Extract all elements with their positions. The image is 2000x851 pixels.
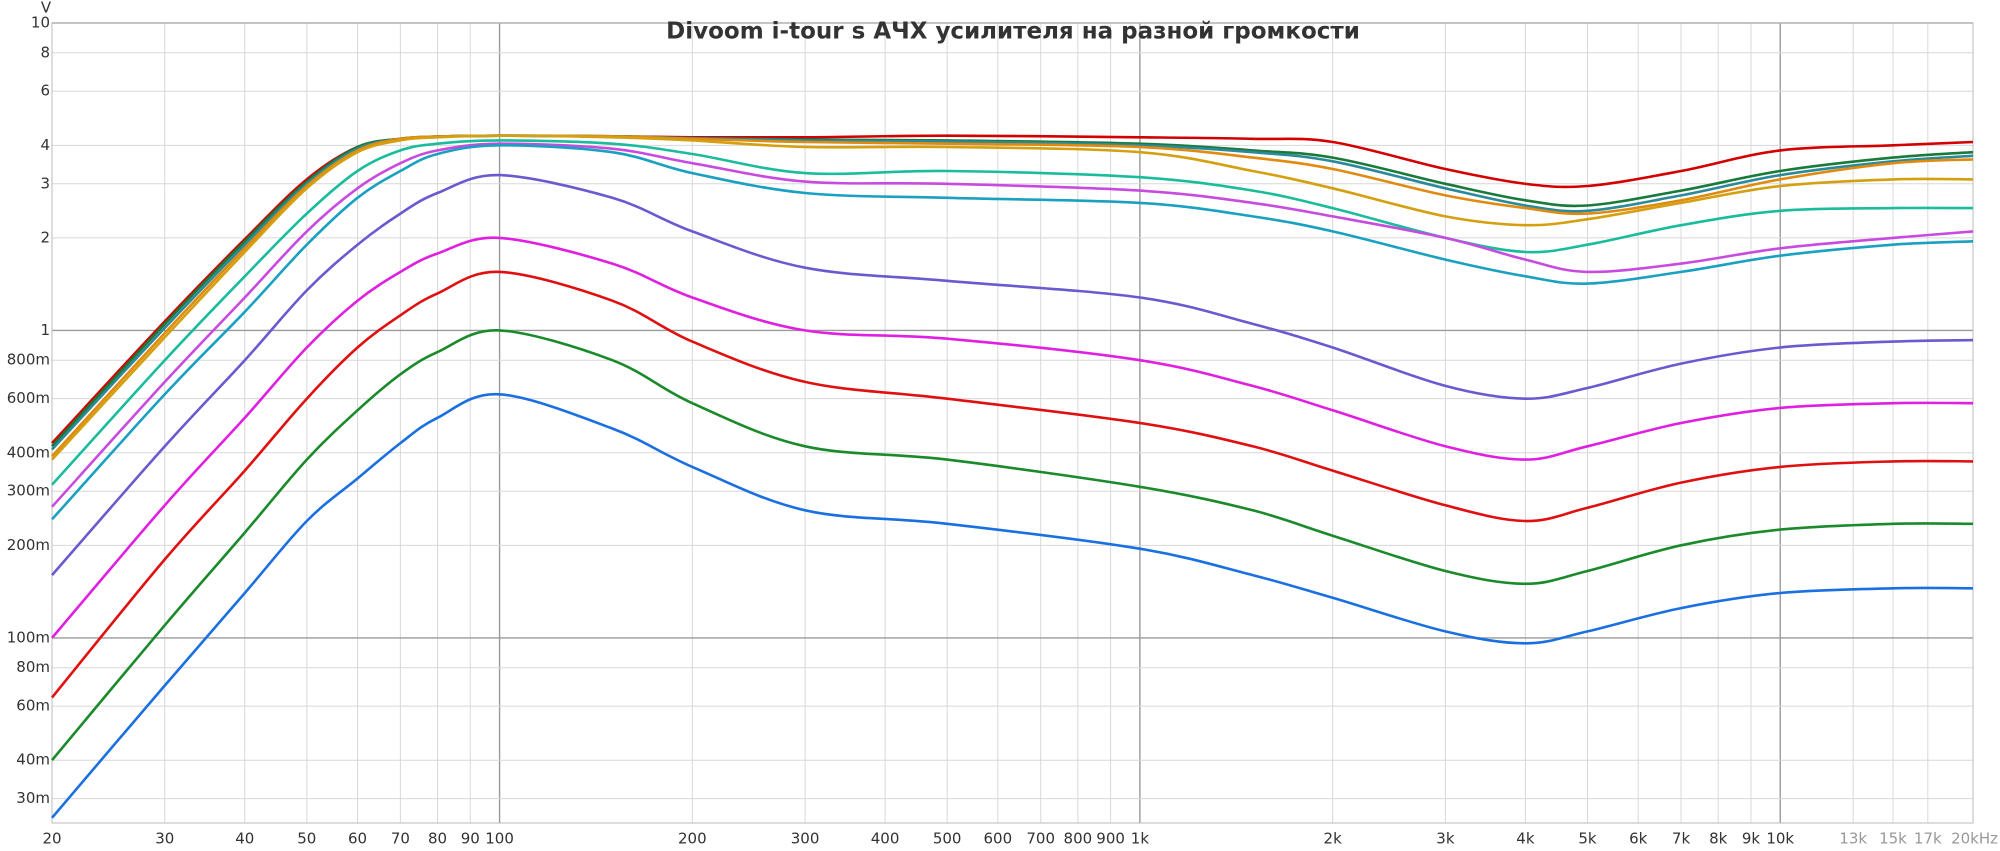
series-line — [51, 134, 1974, 461]
x-tick-label: 10k — [1766, 830, 1794, 848]
y-tick-label: 800m — [7, 351, 50, 369]
x-tick-label: 700 — [1026, 830, 1055, 848]
y-tick-label: 60m — [16, 697, 50, 715]
y-tick-label: 400m — [7, 443, 50, 461]
x-tick-label: 2k — [1324, 830, 1343, 848]
x-tick-label: 200 — [678, 830, 707, 848]
y-tick-label: 600m — [7, 389, 50, 407]
x-tick-label: 60 — [348, 830, 367, 848]
x-tick-label: 400 — [871, 830, 900, 848]
series-line — [51, 392, 1974, 819]
y-tick-label: 10 — [31, 14, 50, 32]
x-tick-label: 9k — [1742, 830, 1761, 848]
y-tick-label: 3 — [40, 174, 50, 192]
series-line — [51, 134, 1974, 444]
x-tick-label: 4k — [1516, 830, 1535, 848]
series-line — [51, 139, 1974, 486]
x-tick-label: 3k — [1436, 830, 1455, 848]
x-tick-label: 80 — [428, 830, 447, 848]
x-tick-label: 40 — [235, 830, 254, 848]
x-tick-label: 20kHz — [1951, 830, 1998, 848]
series-line — [51, 134, 1974, 458]
y-axis-label: V — [41, 0, 52, 17]
x-tick-label: 13k — [1839, 830, 1867, 848]
labels: 20 30 40 50 60 70 80 90 100 200 300 400 500 600 700 800… — [7, 14, 1998, 848]
x-tick-label: 800 — [1064, 830, 1093, 848]
x-tick-label: 50 — [297, 830, 316, 848]
plot-frame — [51, 22, 1974, 824]
y-tick-label: 40m — [16, 751, 50, 769]
x-tick-label: 70 — [391, 830, 410, 848]
y-tick-label: 2 — [40, 228, 50, 246]
series-line — [51, 143, 1974, 521]
y-tick-label: 200m — [7, 536, 50, 554]
x-tick-label: 6k — [1629, 830, 1648, 848]
y-tick-label: 300m — [7, 482, 50, 500]
y-tick-label: 6 — [40, 82, 50, 100]
series-line — [51, 173, 1974, 576]
series-line — [51, 236, 1974, 639]
series-line — [51, 329, 1974, 762]
x-tick-label: 8k — [1709, 830, 1728, 848]
x-tick-label: 300 — [791, 830, 820, 848]
plot-lines — [50, 134, 1974, 819]
x-tick-label: 1k — [1131, 830, 1150, 848]
x-tick-label: 500 — [933, 830, 962, 848]
y-tick-label: 80m — [16, 658, 50, 676]
x-tick-label: 100 — [485, 830, 514, 848]
y-tick-label: 1 — [40, 321, 50, 339]
x-tick-label: 600 — [984, 830, 1013, 848]
y-tick-label: 30m — [16, 789, 50, 807]
series-line — [50, 270, 1974, 699]
x-tick-label: 90 — [461, 830, 480, 848]
y-tick-label: 4 — [40, 136, 50, 154]
x-tick-label: 7k — [1672, 830, 1691, 848]
series-line — [51, 134, 1974, 451]
x-tick-label: 15k — [1879, 830, 1907, 848]
x-tick-label: 20 — [42, 830, 61, 848]
y-tick-label: 100m — [7, 628, 50, 646]
series-line — [51, 142, 1974, 508]
x-tick-label: 900 — [1096, 830, 1125, 848]
x-tick-label: 5k — [1578, 830, 1597, 848]
chart-title: Divoom i-tour s АЧХ усилителя на разной … — [666, 19, 1360, 45]
x-tick-label: 17k — [1914, 830, 1942, 848]
y-tick-label: 8 — [40, 43, 50, 61]
x-tick-label: 30 — [155, 830, 174, 848]
grid — [51, 22, 1974, 824]
